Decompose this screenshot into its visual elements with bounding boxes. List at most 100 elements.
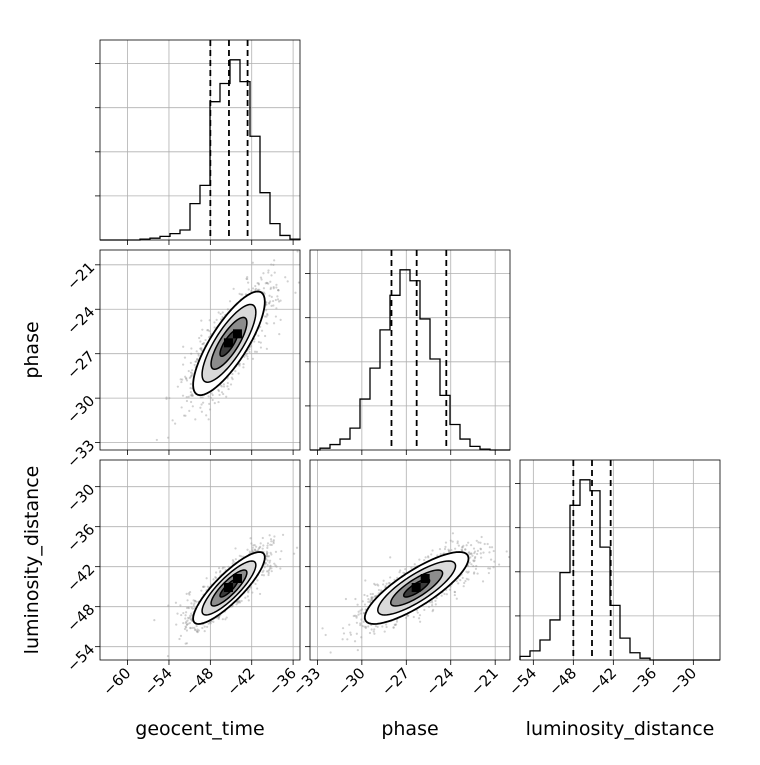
sample-point (218, 567, 220, 569)
sample-point (435, 603, 437, 605)
sample-point (266, 547, 268, 549)
sample-point (274, 272, 276, 274)
sample-point (204, 630, 206, 632)
sample-point (223, 385, 225, 387)
sample-point (192, 395, 194, 397)
sample-point (174, 423, 176, 425)
sample-point (444, 548, 446, 550)
sample-point (464, 580, 466, 582)
sample-point (208, 418, 210, 420)
sample-point (247, 282, 249, 284)
sample-point (487, 543, 489, 545)
sample-point (260, 278, 262, 280)
sample-point (431, 601, 433, 603)
sample-point (477, 541, 479, 543)
sample-point (250, 542, 252, 544)
sample-point (473, 571, 475, 573)
sample-point (506, 550, 508, 552)
panel-frame (100, 250, 300, 450)
sample-point (217, 389, 219, 391)
sample-point (289, 601, 291, 603)
sample-point (383, 580, 385, 582)
sample-point (491, 546, 493, 548)
sample-point (402, 572, 404, 574)
sample-point (190, 383, 192, 385)
sample-point (279, 567, 281, 569)
sample-point (266, 553, 268, 555)
sample-point (305, 530, 307, 532)
sample-point (268, 302, 270, 304)
sample-point (266, 313, 268, 315)
sample-point (270, 553, 272, 555)
sample-point (279, 558, 281, 560)
sample-point (255, 546, 257, 548)
sample-point (199, 340, 201, 342)
sample-point (487, 567, 489, 569)
sample-point (175, 602, 177, 604)
sample-point (186, 642, 188, 644)
sample-point (251, 591, 253, 593)
sample-point (410, 567, 412, 569)
sample-point (419, 621, 421, 623)
sample-point (273, 322, 275, 324)
gridlines (317, 250, 495, 450)
sample-point (235, 558, 237, 560)
sample-point (267, 271, 269, 273)
sample-point (188, 410, 190, 412)
sample-point (208, 403, 210, 405)
sample-point (470, 563, 472, 565)
sample-point (231, 373, 233, 375)
sample-point (382, 583, 384, 585)
sample-point (270, 274, 272, 276)
joint-geocent_time-phase (156, 250, 300, 441)
sample-point (245, 354, 247, 356)
sample-point (482, 552, 484, 554)
sample-point (265, 322, 267, 324)
sample-point (493, 561, 495, 563)
histogram-luminosity_distance (520, 480, 720, 660)
sample-point (264, 566, 266, 568)
sample-point (198, 629, 200, 631)
sample-point (481, 536, 483, 538)
sample-point (321, 627, 323, 629)
sample-point (446, 593, 448, 595)
sample-point (180, 635, 182, 637)
sample-point (200, 335, 202, 337)
sample-point (270, 305, 272, 307)
sample-point (249, 537, 251, 539)
sample-point (392, 627, 394, 629)
sample-point (270, 263, 272, 265)
sample-point (396, 621, 398, 623)
sample-point (242, 366, 244, 368)
sample-point (270, 538, 272, 540)
sample-point (381, 625, 383, 627)
sample-point (216, 319, 218, 321)
sample-point (342, 638, 344, 640)
sample-point (444, 546, 446, 548)
sample-point (385, 626, 387, 628)
sample-point (246, 549, 248, 551)
sample-point (190, 627, 192, 629)
sample-point (257, 282, 259, 284)
sample-point (330, 651, 332, 653)
sample-point (448, 550, 450, 552)
sample-point (184, 614, 186, 616)
sample-point (167, 437, 169, 439)
sample-point (278, 333, 280, 335)
sample-point (190, 347, 192, 349)
sample-point (172, 419, 174, 421)
sample-point (202, 396, 204, 398)
sample-point (359, 609, 361, 611)
sample-point (248, 589, 250, 591)
sample-point (182, 395, 184, 397)
sample-point (273, 259, 275, 261)
sample-point (342, 627, 344, 629)
sample-point (454, 548, 456, 550)
sample-point (268, 555, 270, 557)
sample-point (267, 269, 269, 271)
sample-point (367, 598, 369, 600)
sample-point (182, 363, 184, 365)
sample-point (207, 329, 209, 331)
sample-point (356, 604, 358, 606)
sample-point (265, 309, 267, 311)
